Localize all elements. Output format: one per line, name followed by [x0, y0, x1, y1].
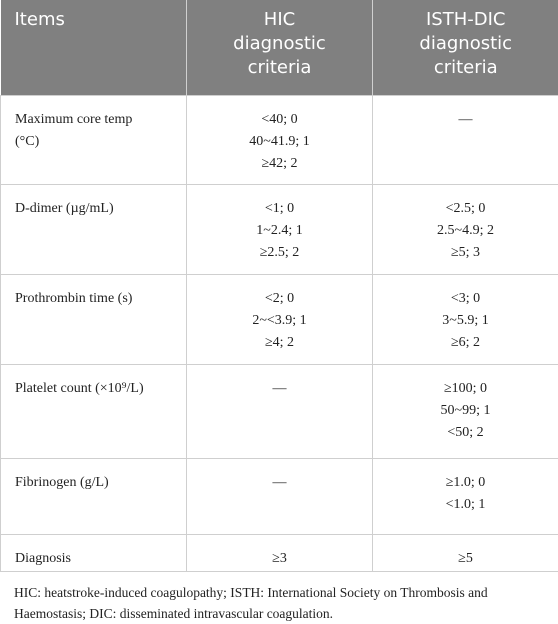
cell-line: 40~41.9; 1 — [201, 131, 358, 153]
cell-line: D-dimer (µg/mL) — [15, 198, 172, 220]
cell-line: <2; 0 — [201, 288, 358, 310]
cell-line: Maximum core temp — [15, 109, 172, 131]
cell-line: ≥4; 2 — [201, 332, 358, 354]
footnote: HIC: heatstroke-induced coagulopathy; IS… — [14, 582, 544, 624]
cell-line: 50~99; 1 — [387, 400, 544, 422]
cell-line: Platelet count (×10⁹/L) — [15, 378, 172, 400]
table-cell: Fibrinogen (g/L) — [1, 459, 187, 535]
table-cell: — — [187, 459, 373, 535]
cell-line: <40; 0 — [201, 109, 358, 131]
cell-line: ≥100; 0 — [387, 378, 544, 400]
cell-line: ≥2.5; 2 — [201, 242, 358, 264]
cell-line: (°C) — [15, 131, 172, 153]
table-cell: ≥1.0; 0<1.0; 1 — [373, 459, 558, 535]
table-row: Diagnosis ≥3 ≥5 — [1, 535, 558, 572]
cell-line: — — [201, 472, 358, 494]
table-cell: ≥3 — [187, 535, 373, 572]
cell-line: <50; 2 — [387, 422, 544, 444]
table-cell: Maximum core temp(°C) — [1, 96, 187, 185]
cell-line: — — [201, 378, 358, 400]
cell-line: <1.0; 1 — [387, 494, 544, 516]
table-cell: D-dimer (µg/mL) — [1, 185, 187, 275]
table-cell: ≥5 — [373, 535, 558, 572]
header-cell: ISTH-DIC diagnostic criteria — [373, 0, 558, 96]
table-cell: Diagnosis — [1, 535, 187, 572]
cell-line: ≥1.0; 0 — [387, 472, 544, 494]
cell-line: ≥5 — [387, 548, 544, 570]
table-cell: Prothrombin time (s) — [1, 275, 187, 365]
cell-line: Diagnosis — [15, 548, 172, 570]
table-cell: — — [373, 96, 558, 185]
cell-line: ≥3 — [201, 548, 358, 570]
cell-line: <3; 0 — [387, 288, 544, 310]
header-cell: Items — [1, 0, 187, 96]
cell-line: 3~5.9; 1 — [387, 310, 544, 332]
cell-line: Fibrinogen (g/L) — [15, 472, 172, 494]
cell-line: <1; 0 — [201, 198, 358, 220]
table-row: Fibrinogen (g/L) — ≥1.0; 0<1.0; 1 — [1, 459, 558, 535]
table-cell: — — [187, 365, 373, 459]
cell-line: — — [387, 109, 544, 131]
cell-line: ≥42; 2 — [201, 153, 358, 175]
table-cell: Platelet count (×10⁹/L) — [1, 365, 187, 459]
cell-line: Prothrombin time (s) — [15, 288, 172, 310]
cell-line: ≥5; 3 — [387, 242, 544, 264]
cell-line: 1~2.4; 1 — [201, 220, 358, 242]
cell-line: 2.5~4.9; 2 — [387, 220, 544, 242]
cell-line: <2.5; 0 — [387, 198, 544, 220]
header-cell: HIC diagnostic criteria — [187, 0, 373, 96]
cell-line: 2~<3.9; 1 — [201, 310, 358, 332]
cell-line: ≥6; 2 — [387, 332, 544, 354]
